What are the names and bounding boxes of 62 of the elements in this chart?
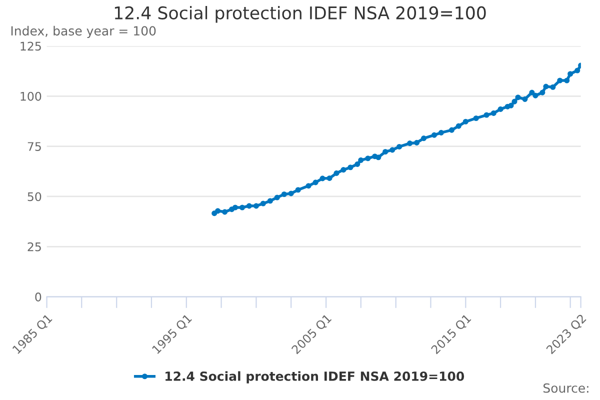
point (574, 68, 580, 74)
point (522, 96, 528, 102)
point (490, 110, 496, 116)
point (438, 130, 444, 136)
point (312, 180, 318, 186)
point (239, 204, 246, 210)
point (246, 203, 252, 209)
point (540, 90, 546, 96)
legend-label: 12.4 Social protection IDEF NSA 2019=100 (166, 371, 464, 384)
point (334, 170, 340, 176)
point (320, 176, 326, 182)
point (512, 98, 518, 104)
point (498, 106, 504, 112)
point (212, 210, 218, 216)
point (532, 92, 538, 98)
point (462, 118, 468, 124)
point (306, 183, 312, 189)
point (414, 140, 420, 146)
point (407, 140, 413, 146)
point (365, 156, 371, 162)
point (396, 144, 402, 150)
point (274, 194, 280, 200)
point (288, 190, 294, 196)
point (376, 154, 382, 160)
y-tick-label: 50 (28, 192, 42, 202)
source-note: Source: (543, 383, 588, 393)
point (515, 94, 521, 100)
point (382, 148, 388, 155)
point (473, 115, 479, 122)
point (354, 161, 360, 167)
point (215, 208, 221, 214)
point (420, 136, 427, 142)
point (260, 200, 266, 206)
point (281, 191, 287, 198)
point (431, 132, 438, 138)
y-tick-label: 125 (20, 42, 41, 51)
point (267, 198, 273, 204)
point (326, 175, 332, 181)
point (448, 127, 454, 133)
y-tick-label: 75 (28, 142, 41, 151)
point (564, 78, 570, 84)
point (557, 78, 563, 84)
point (253, 203, 259, 209)
point (543, 84, 549, 90)
chart-title: 12.4 Social protection IDEF NSA 2019=100 (114, 6, 486, 23)
point (222, 209, 228, 215)
point (529, 90, 535, 96)
y-axis-title: Index, base year = 100 (11, 26, 156, 38)
point (390, 147, 396, 153)
point (348, 164, 354, 170)
y-tick-label: 100 (20, 92, 42, 101)
point (456, 123, 462, 129)
point (295, 187, 301, 193)
point (232, 204, 238, 210)
point (358, 157, 364, 163)
point (508, 102, 514, 108)
point (340, 167, 346, 173)
point (550, 84, 556, 90)
point (484, 112, 490, 118)
y-tick-label: 25 (28, 242, 41, 252)
point (568, 71, 574, 77)
y-tick-label: 0 (35, 292, 42, 302)
